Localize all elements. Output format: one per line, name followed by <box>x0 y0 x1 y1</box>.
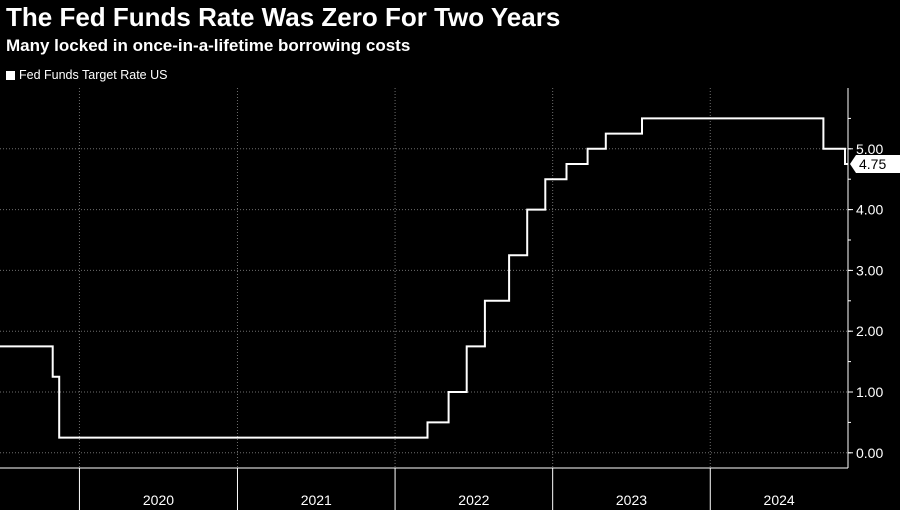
tick-labels: 0.00 1.00 2.00 3.00 4.00 5.00 2020 2021 2022 2023… <box>143 141 900 508</box>
last-value-label: 4.75 <box>859 156 886 172</box>
legend: Fed Funds Target Rate US <box>6 68 167 82</box>
axes <box>0 88 853 510</box>
y-tick-label: 2.00 <box>856 323 883 339</box>
chart-subtitle: Many locked in once-in-a-lifetime borrow… <box>6 36 411 55</box>
x-tick-label: 2022 <box>458 492 489 508</box>
legend-swatch <box>6 70 15 80</box>
x-tick-label: 2023 <box>616 492 647 508</box>
legend-label: Fed Funds Target Rate US <box>19 68 168 82</box>
x-tick-label: 2024 <box>764 492 795 508</box>
x-tick-label: 2020 <box>143 492 174 508</box>
last-value-badge <box>850 155 900 173</box>
y-tick-label: 5.00 <box>856 141 883 157</box>
chart-title: The Fed Funds Rate Was Zero For Two Year… <box>6 2 561 32</box>
y-tick-label: 1.00 <box>856 384 883 400</box>
y-tick-label: 0.00 <box>856 445 883 461</box>
series-line <box>0 117 848 439</box>
y-tick-label: 3.00 <box>856 262 883 278</box>
y-tick-label: 4.00 <box>856 202 883 218</box>
series-layer <box>0 117 848 439</box>
x-tick-label: 2021 <box>301 492 332 508</box>
grid-lines <box>0 88 848 468</box>
